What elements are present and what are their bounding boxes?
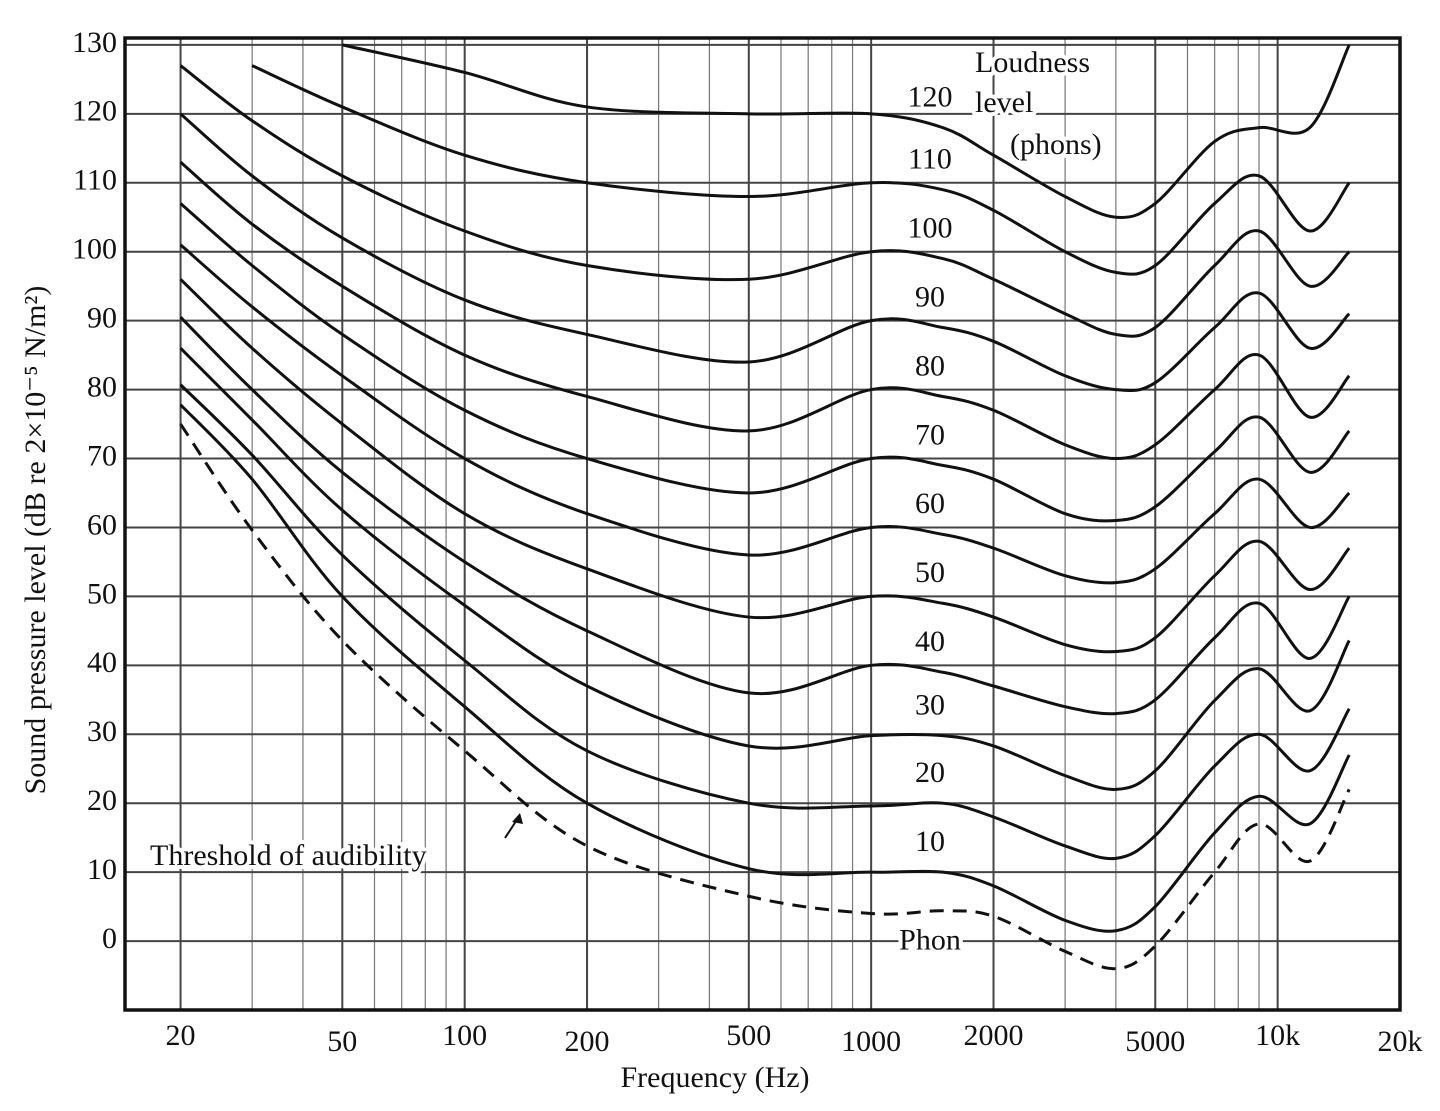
- y-tick-label: 0: [102, 922, 117, 955]
- curve-label: Phon: [899, 924, 961, 957]
- legend-title: (phons): [1010, 128, 1102, 161]
- y-tick-label: 130: [72, 26, 117, 59]
- curve-label: 20: [915, 756, 945, 789]
- curve: [179, 202, 1351, 523]
- annotation-arrowhead: [512, 813, 523, 824]
- curve: [179, 64, 1351, 338]
- y-tick-label: 90: [87, 302, 117, 335]
- y-tick-label: 80: [87, 370, 117, 403]
- curve: [251, 64, 1351, 276]
- x-axis-label: Frequency (Hz): [620, 1061, 809, 1094]
- annotation: Threshold of audibility: [150, 839, 427, 872]
- curve: [179, 423, 1351, 971]
- curve: [179, 347, 1351, 791]
- curve: [179, 160, 1351, 461]
- plot-frame: [123, 36, 1402, 1012]
- curve-label: 60: [915, 487, 945, 520]
- y-tick-label: 20: [87, 784, 117, 817]
- y-tick-label: 10: [87, 853, 117, 886]
- x-tick-label: 1000: [841, 1025, 901, 1058]
- y-tick-label: 100: [72, 233, 117, 266]
- curve-label: 40: [915, 625, 945, 658]
- legend-title: Loudness: [975, 46, 1090, 79]
- y-tick-label: 70: [87, 439, 117, 472]
- x-tick-label: 5000: [1125, 1025, 1185, 1058]
- curve-label: 110: [908, 143, 952, 176]
- curve-label: 80: [915, 349, 945, 382]
- curve: [179, 112, 1351, 393]
- labels: 20 50 100 200 500 1000 2000 5000 10k 20k 0 10 20 30 40…: [72, 26, 1423, 1058]
- curve: [179, 383, 1351, 861]
- curve-label: 90: [915, 280, 945, 313]
- x-tick-label: 100: [442, 1019, 487, 1052]
- curve-label: 70: [915, 418, 945, 451]
- curves: [179, 43, 1351, 971]
- curve: [179, 243, 1351, 585]
- curve-label: 120: [908, 81, 953, 114]
- x-tick-label: 20: [166, 1019, 196, 1052]
- curve-label: 50: [915, 556, 945, 589]
- y-tick-label: 50: [87, 577, 117, 610]
- y-tick-label: 60: [87, 508, 117, 541]
- y-tick-label: 40: [87, 646, 117, 679]
- y-tick-label: 120: [72, 95, 117, 128]
- x-tick-label: 50: [327, 1025, 357, 1058]
- curve: [179, 316, 1351, 716]
- x-tick-label: 500: [726, 1019, 771, 1052]
- x-tick-label: 10k: [1255, 1019, 1300, 1052]
- y-axis-label: Sound pressure level (dB re 2×10⁻⁵ N/m²): [19, 286, 52, 795]
- grid: [125, 38, 1401, 1010]
- curve-label: 30: [915, 689, 945, 722]
- curve: [341, 43, 1351, 219]
- curve-label: 10: [915, 825, 945, 858]
- y-tick-label: 30: [87, 715, 117, 748]
- legend-title: level: [975, 86, 1033, 119]
- curve: [179, 403, 1351, 933]
- curve-label: 100: [908, 211, 953, 244]
- x-tick-label: 200: [565, 1025, 610, 1058]
- x-tick-label: 20k: [1378, 1025, 1423, 1058]
- y-tick-label: 110: [73, 164, 117, 197]
- x-tick-label: 2000: [964, 1019, 1024, 1052]
- curve: [179, 278, 1351, 654]
